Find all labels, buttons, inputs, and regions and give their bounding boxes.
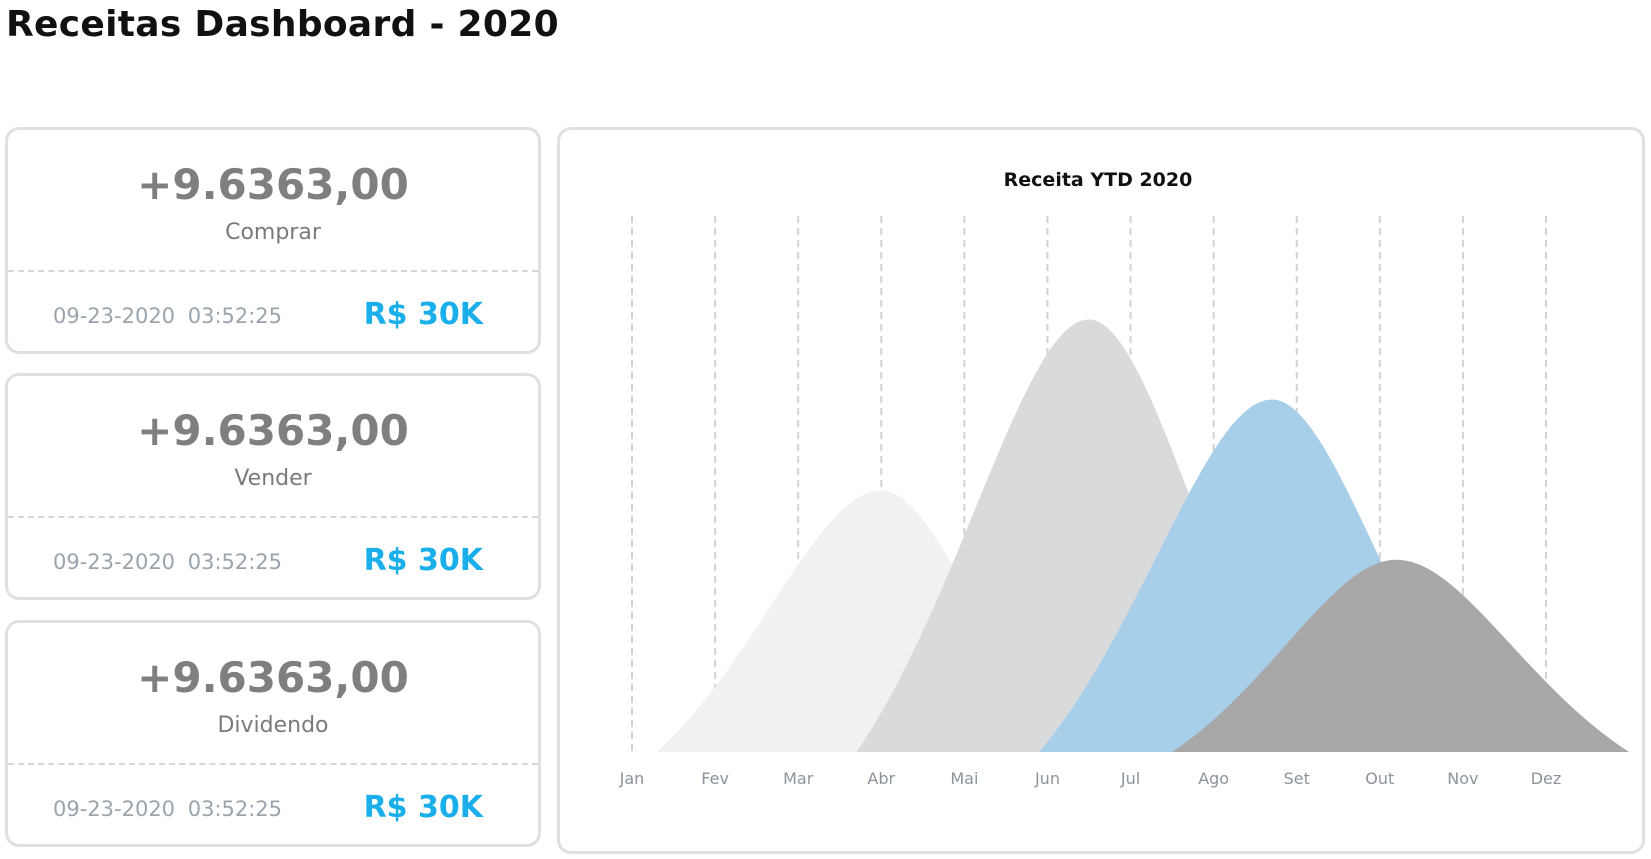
x-tick-label: Abr — [867, 769, 895, 788]
area-series — [656, 319, 1630, 752]
kpi-amount: R$ 30K — [363, 297, 483, 332]
kpi-amount: R$ 30K — [363, 790, 483, 825]
x-tick-label: Mar — [783, 769, 814, 788]
chart-title: Receita YTD 2020 — [1004, 169, 1193, 191]
page-title: Receitas Dashboard - 2020 — [6, 4, 559, 45]
kpi-timestamp: 09-23-2020 03:52:25 — [53, 550, 283, 574]
kpi-card-vender[interactable]: +9.6363,00 Vender 09-23-2020 03:52:25 R$… — [5, 373, 541, 600]
x-tick-label: Jan — [619, 769, 645, 788]
revenue-ytd-chart: Receita YTD 2020 Jan Fev Mar Abr Mai Jun Jul Ag… — [619, 169, 1630, 788]
x-tick-label: Set — [1284, 769, 1310, 788]
kpi-label: Dividendo — [217, 713, 329, 738]
x-tick-label: Jul — [1120, 769, 1140, 788]
x-tick-label: Mai — [950, 769, 978, 788]
card-divider — [8, 763, 538, 765]
area-series-4 — [1172, 559, 1630, 752]
kpi-label: Comprar — [225, 220, 321, 245]
kpi-card-dividendo[interactable]: +9.6363,00 Dividendo 09-23-2020 03:52:25… — [5, 620, 541, 847]
kpi-value: +9.6363,00 — [137, 406, 409, 455]
kpi-value: +9.6363,00 — [137, 160, 409, 209]
x-axis-labels: Jan Fev Mar Abr Mai Jun Jul Ago Set Out Nov Dez — [619, 769, 1562, 788]
kpi-timestamp: 09-23-2020 03:52:25 — [53, 304, 283, 328]
x-tick-label: Out — [1365, 769, 1394, 788]
card-divider — [8, 516, 538, 518]
x-tick-label: Nov — [1447, 769, 1478, 788]
revenue-chart-panel[interactable]: Receita YTD 2020 Jan Fev Mar Abr Mai Jun Jul Ag… — [557, 127, 1645, 854]
x-tick-label: Dez — [1531, 769, 1562, 788]
x-tick-label: Fev — [701, 769, 729, 788]
x-tick-label: Jun — [1034, 769, 1060, 788]
kpi-card-comprar[interactable]: +9.6363,00 Comprar 09-23-2020 03:52:25 R… — [5, 127, 541, 354]
kpi-timestamp: 09-23-2020 03:52:25 — [53, 797, 283, 821]
kpi-amount: R$ 30K — [363, 543, 483, 578]
kpi-label: Vender — [234, 466, 312, 491]
x-tick-label: Ago — [1198, 769, 1229, 788]
card-divider — [8, 270, 538, 272]
kpi-value: +9.6363,00 — [137, 653, 409, 702]
